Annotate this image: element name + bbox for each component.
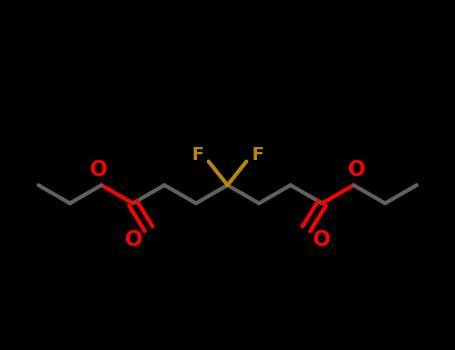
Text: F: F <box>252 146 263 164</box>
Text: O: O <box>348 160 365 180</box>
Text: O: O <box>125 230 142 250</box>
Text: F: F <box>192 146 203 164</box>
Text: O: O <box>313 230 330 250</box>
Text: O: O <box>90 160 107 180</box>
